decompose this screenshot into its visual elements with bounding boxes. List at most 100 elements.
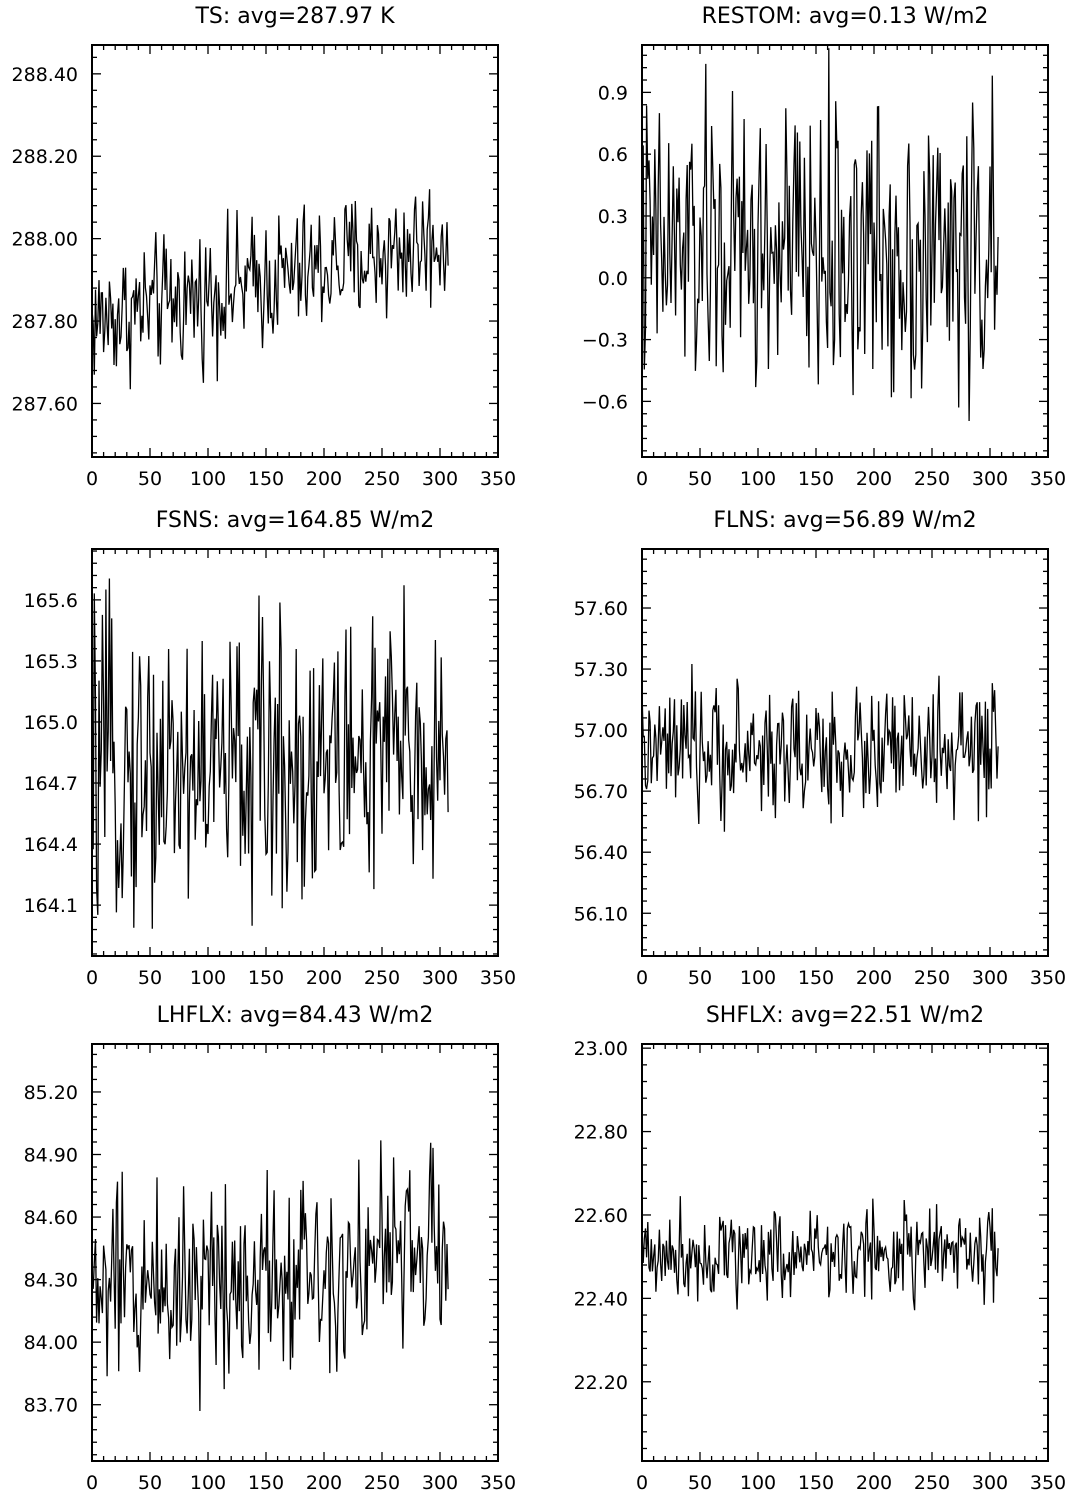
- chart-title: FLNS: avg=56.89 W/m2: [713, 508, 976, 533]
- x-tick-label: 0: [636, 1472, 648, 1494]
- x-tick-label: 350: [480, 468, 516, 490]
- x-tick-label: 250: [914, 468, 950, 490]
- y-tick-label: 83.70: [24, 1395, 78, 1417]
- y-tick-label: 56.40: [574, 842, 628, 864]
- plot-frame: [641, 548, 1049, 957]
- x-tick-label: 200: [856, 468, 892, 490]
- x-tick-label: 100: [740, 468, 776, 490]
- x-tick-label: 50: [688, 967, 712, 989]
- chart-panel: LHFLX: avg=84.43 W/m2 0 50 100 150 200 250 300 3…: [24, 1003, 517, 1494]
- x-tick-label: 300: [972, 1472, 1008, 1494]
- x-tick-label: 50: [138, 1472, 162, 1494]
- x-tick-label: 150: [248, 1472, 284, 1494]
- x-tick-label: 150: [798, 967, 834, 989]
- x-tick-label: 0: [86, 1472, 98, 1494]
- series-line: [641, 1196, 999, 1311]
- x-tick-label: 300: [422, 967, 458, 989]
- series-line: [91, 189, 449, 390]
- y-tick-label: 22.60: [574, 1205, 628, 1227]
- y-tick-label: 22.80: [574, 1122, 628, 1144]
- x-tick-label: 350: [1030, 468, 1066, 490]
- plot-frame: [641, 1043, 1049, 1462]
- x-tick-label: 150: [798, 468, 834, 490]
- chart-title: TS: avg=287.97 K: [194, 4, 395, 29]
- y-tick-label: 0.6: [598, 144, 628, 166]
- chart-panel: SHFLX: avg=22.51 W/m2 0 50 100 150 200 250 300 3…: [574, 1003, 1067, 1494]
- y-tick-label: 164.4: [24, 834, 78, 856]
- y-tick-label: 164.7: [24, 773, 78, 795]
- x-tick-label: 150: [248, 468, 284, 490]
- chart-title: LHFLX: avg=84.43 W/m2: [157, 1003, 434, 1028]
- chart-title: FSNS: avg=164.85 W/m2: [156, 508, 435, 533]
- y-tick-label: 164.1: [24, 895, 78, 917]
- x-tick-label: 200: [856, 967, 892, 989]
- x-tick-label: 300: [422, 1472, 458, 1494]
- x-tick-label: 100: [190, 967, 226, 989]
- plot-frame: [91, 44, 499, 458]
- series-line: [91, 1140, 449, 1412]
- y-tick-label: 287.60: [12, 393, 78, 415]
- y-tick-label: 0.3: [598, 206, 628, 228]
- series-line: [641, 48, 999, 422]
- series-line: [641, 663, 999, 832]
- y-tick-label: 57.60: [574, 598, 628, 620]
- y-tick-label: 288.20: [12, 146, 78, 168]
- chart-panel: FLNS: avg=56.89 W/m2 0 50 100 150 200 250 300 35…: [574, 508, 1067, 989]
- x-tick-label: 100: [740, 1472, 776, 1494]
- x-tick-label: 100: [190, 468, 226, 490]
- x-tick-label: 200: [306, 1472, 342, 1494]
- x-tick-label: 250: [364, 967, 400, 989]
- x-tick-label: 250: [364, 468, 400, 490]
- y-tick-label: 22.20: [574, 1372, 628, 1394]
- plot-frame: [91, 1043, 499, 1462]
- x-tick-label: 250: [914, 967, 950, 989]
- x-tick-label: 250: [364, 1472, 400, 1494]
- x-tick-label: 200: [856, 1472, 892, 1494]
- y-tick-label: 165.3: [24, 651, 78, 673]
- y-tick-label: 287.80: [12, 311, 78, 333]
- y-tick-label: 84.00: [24, 1332, 78, 1354]
- y-tick-label: 288.00: [12, 229, 78, 251]
- x-tick-label: 300: [972, 967, 1008, 989]
- x-tick-label: 50: [688, 1472, 712, 1494]
- y-tick-label: 57.00: [574, 720, 628, 742]
- x-tick-label: 0: [86, 967, 98, 989]
- x-tick-label: 350: [1030, 967, 1066, 989]
- x-tick-label: 200: [306, 967, 342, 989]
- y-tick-label: 85.20: [24, 1082, 78, 1104]
- y-tick-label: 288.40: [12, 64, 78, 86]
- x-tick-label: 0: [86, 468, 98, 490]
- x-tick-label: 200: [306, 468, 342, 490]
- y-tick-label: 0.0: [598, 268, 628, 290]
- x-tick-label: 50: [688, 468, 712, 490]
- y-tick-label: 84.60: [24, 1207, 78, 1229]
- x-tick-label: 100: [190, 1472, 226, 1494]
- x-tick-label: 50: [138, 967, 162, 989]
- y-tick-label: −0.6: [582, 391, 628, 413]
- y-tick-label: 165.6: [24, 590, 78, 612]
- x-tick-label: 150: [798, 1472, 834, 1494]
- x-tick-label: 150: [248, 967, 284, 989]
- x-tick-label: 300: [422, 468, 458, 490]
- series-line: [91, 578, 449, 929]
- chart-panel: RESTOM: avg=0.13 W/m2 0 50 100 150 200 250 300 3…: [582, 4, 1066, 490]
- x-tick-label: 0: [636, 468, 648, 490]
- y-tick-label: 0.9: [598, 82, 628, 104]
- y-tick-label: 84.90: [24, 1145, 78, 1167]
- y-tick-label: 84.30: [24, 1270, 78, 1292]
- x-tick-label: 50: [138, 468, 162, 490]
- x-tick-label: 350: [1030, 1472, 1066, 1494]
- y-tick-label: 165.0: [24, 712, 78, 734]
- chart-title: SHFLX: avg=22.51 W/m2: [706, 1003, 984, 1028]
- y-tick-label: 56.10: [574, 903, 628, 925]
- y-tick-label: 22.40: [574, 1288, 628, 1310]
- y-tick-label: 57.30: [574, 659, 628, 681]
- chart-title: RESTOM: avg=0.13 W/m2: [702, 4, 989, 29]
- x-tick-label: 300: [972, 468, 1008, 490]
- y-tick-label: 56.70: [574, 781, 628, 803]
- x-tick-label: 250: [914, 1472, 950, 1494]
- x-tick-label: 350: [480, 967, 516, 989]
- y-tick-label: 23.00: [574, 1038, 628, 1060]
- x-tick-label: 350: [480, 1472, 516, 1494]
